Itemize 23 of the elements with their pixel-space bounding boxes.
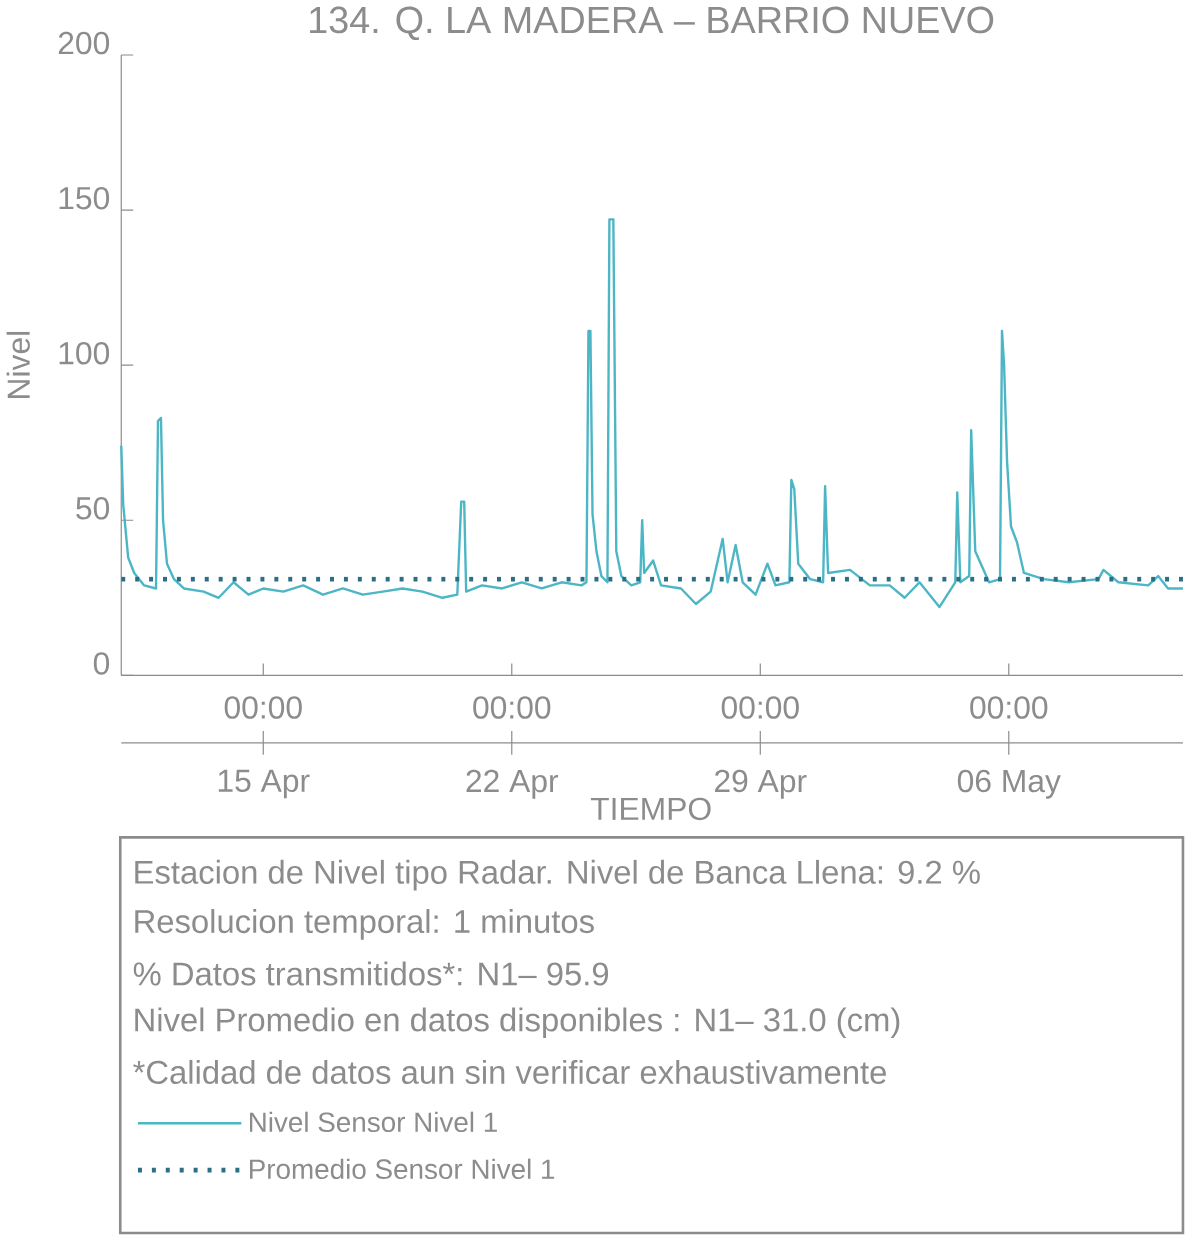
legend-label: Promedio Sensor Nivel 1 xyxy=(250,1158,555,1180)
x2-tick-label: 29 Apr xyxy=(715,769,807,799)
y-tick-label: 50 xyxy=(76,497,110,520)
text: Estacion de Nivel tipo Radar. Nivel de Banca Llena: 9.2 % xyxy=(135,859,980,891)
x-tick-label: 00:00 xyxy=(224,696,302,719)
chart-title: 134. Q. LA MADERA – BARRIO NUEVO xyxy=(310,6,994,41)
text: Resolucion temporal: 1 minutos xyxy=(135,909,594,940)
text: *Calidad de datos aun sin verificar exhaustivamente xyxy=(133,1059,886,1084)
x2-tick-label: 06 May xyxy=(957,769,1061,799)
x-tick-label: 00:00 xyxy=(970,696,1048,719)
y-axis-title: Nivel xyxy=(6,331,30,398)
legend-label: Nivel Sensor Nivel 1 xyxy=(250,1111,497,1133)
x-tick-label: 00:00 xyxy=(721,696,799,719)
y-tick-label: 150 xyxy=(59,186,110,210)
y-tick-label: 100 xyxy=(59,341,110,365)
x2-tick-label: 22 Apr xyxy=(466,769,559,799)
x-tick-label: 00:00 xyxy=(473,696,551,719)
x2-tick-label: 15 Apr xyxy=(218,769,310,799)
x-axis-title: TIEMPO xyxy=(590,797,711,821)
y-tick-label: 0 xyxy=(93,652,110,675)
y-tick-label: 200 xyxy=(58,31,110,55)
text: Nivel Promedio en datos disponibles : N1– 31.0 (cm) xyxy=(135,1007,900,1039)
text: % Datos transmitidos*: N1– 95.9 xyxy=(133,961,609,986)
